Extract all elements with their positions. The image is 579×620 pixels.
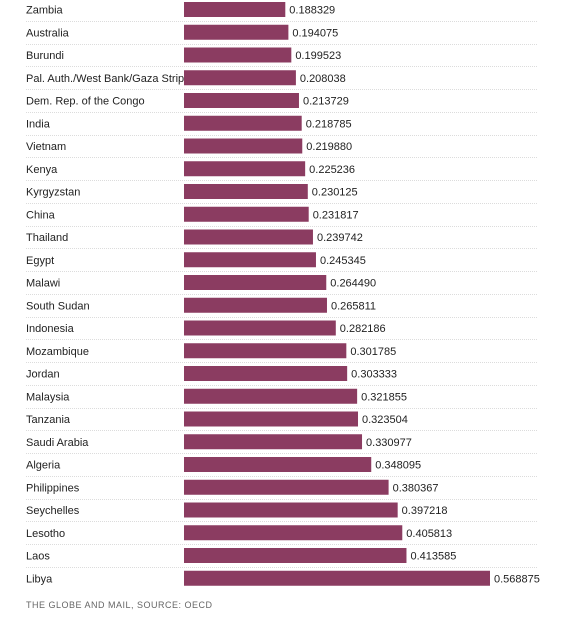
category-label: Kyrgyzstan	[26, 187, 80, 199]
source-note: THE GLOBE AND MAIL, SOURCE: OECD	[26, 600, 213, 610]
category-label: Malaysia	[26, 391, 70, 403]
bar	[184, 24, 289, 40]
bar	[184, 411, 359, 427]
value-label: 0.199523	[295, 50, 341, 62]
category-label: Tanzania	[26, 414, 71, 426]
bar	[184, 115, 302, 131]
value-label: 0.218785	[306, 118, 352, 130]
bar	[184, 138, 303, 154]
bar	[184, 388, 358, 404]
value-label: 0.231817	[313, 209, 359, 221]
category-label: China	[26, 209, 56, 221]
bar	[184, 252, 316, 268]
bar	[184, 161, 306, 177]
category-label: Burundi	[26, 50, 64, 62]
value-label: 0.213729	[303, 96, 349, 108]
value-label: 0.348095	[375, 460, 421, 472]
category-label: Seychelles	[26, 505, 80, 517]
bar	[184, 502, 398, 518]
bar	[184, 570, 490, 586]
bar	[184, 548, 407, 563]
category-label: Saudi Arabia	[26, 437, 89, 449]
value-label: 0.380367	[393, 482, 439, 494]
bar	[184, 93, 299, 108]
bar	[184, 320, 336, 336]
value-label: 0.265811	[331, 300, 376, 312]
category-labels: Zambia Australia Burundi Pal. Auth./West Ba…	[26, 5, 184, 586]
value-label: 0.282186	[340, 323, 386, 335]
category-label: Indonesia	[26, 323, 75, 335]
category-label: Pal. Auth./West Bank/Gaza Strip	[26, 73, 184, 85]
category-label: Kenya	[26, 164, 58, 176]
category-label: Lesotho	[26, 528, 65, 540]
bar	[184, 366, 348, 381]
category-label: Algeria	[26, 460, 61, 472]
category-label: Dem. Rep. of the Congo	[26, 96, 145, 108]
category-label: Philippines	[26, 482, 80, 494]
value-label: 0.323504	[362, 414, 408, 426]
bar	[184, 275, 327, 290]
category-label: Jordan	[26, 369, 60, 381]
value-label: 0.245345	[320, 255, 366, 267]
bar-chart: Zambia Australia Burundi Pal. Auth./West Ba…	[26, 2, 540, 586]
value-label: 0.321855	[361, 391, 407, 403]
value-labels: 0.188329 0.194075 0.199523 0.208038 0.213729…	[289, 5, 540, 586]
category-label: South Sudan	[26, 300, 90, 312]
value-label: 0.194075	[292, 27, 338, 39]
category-label: Thailand	[26, 232, 68, 244]
value-label: 0.188329	[289, 5, 335, 17]
value-label: 0.568875	[494, 573, 540, 585]
category-label: Laos	[26, 551, 50, 563]
bar	[184, 184, 308, 199]
value-label: 0.219880	[306, 141, 352, 153]
bar	[184, 457, 372, 472]
value-label: 0.230125	[312, 187, 358, 199]
value-label: 0.405813	[406, 528, 452, 540]
value-label: 0.208038	[300, 73, 346, 85]
value-label: 0.397218	[402, 505, 448, 517]
category-label: Zambia	[26, 5, 64, 17]
value-label: 0.239742	[317, 232, 363, 244]
bar	[184, 70, 296, 86]
bar	[184, 525, 403, 541]
bar	[184, 47, 292, 63]
bars	[184, 2, 490, 586]
category-label: Vietnam	[26, 141, 66, 153]
row-separators	[26, 21, 538, 568]
category-label: Australia	[26, 27, 70, 39]
bar	[184, 206, 309, 222]
value-label: 0.413585	[410, 551, 456, 563]
category-label: Mozambique	[26, 346, 89, 358]
value-label: 0.330977	[366, 437, 412, 449]
category-label: India	[26, 118, 51, 130]
bar	[184, 297, 327, 313]
value-label: 0.303333	[351, 369, 397, 381]
category-label: Libya	[26, 573, 53, 585]
bar	[184, 229, 313, 245]
bar	[184, 434, 363, 450]
bar	[184, 479, 389, 495]
value-label: 0.225236	[309, 164, 355, 176]
bar	[184, 343, 347, 359]
bar	[184, 2, 286, 17]
category-label: Egypt	[26, 255, 54, 267]
category-label: Malawi	[26, 278, 60, 290]
value-label: 0.264490	[330, 278, 376, 290]
value-label: 0.301785	[350, 346, 396, 358]
